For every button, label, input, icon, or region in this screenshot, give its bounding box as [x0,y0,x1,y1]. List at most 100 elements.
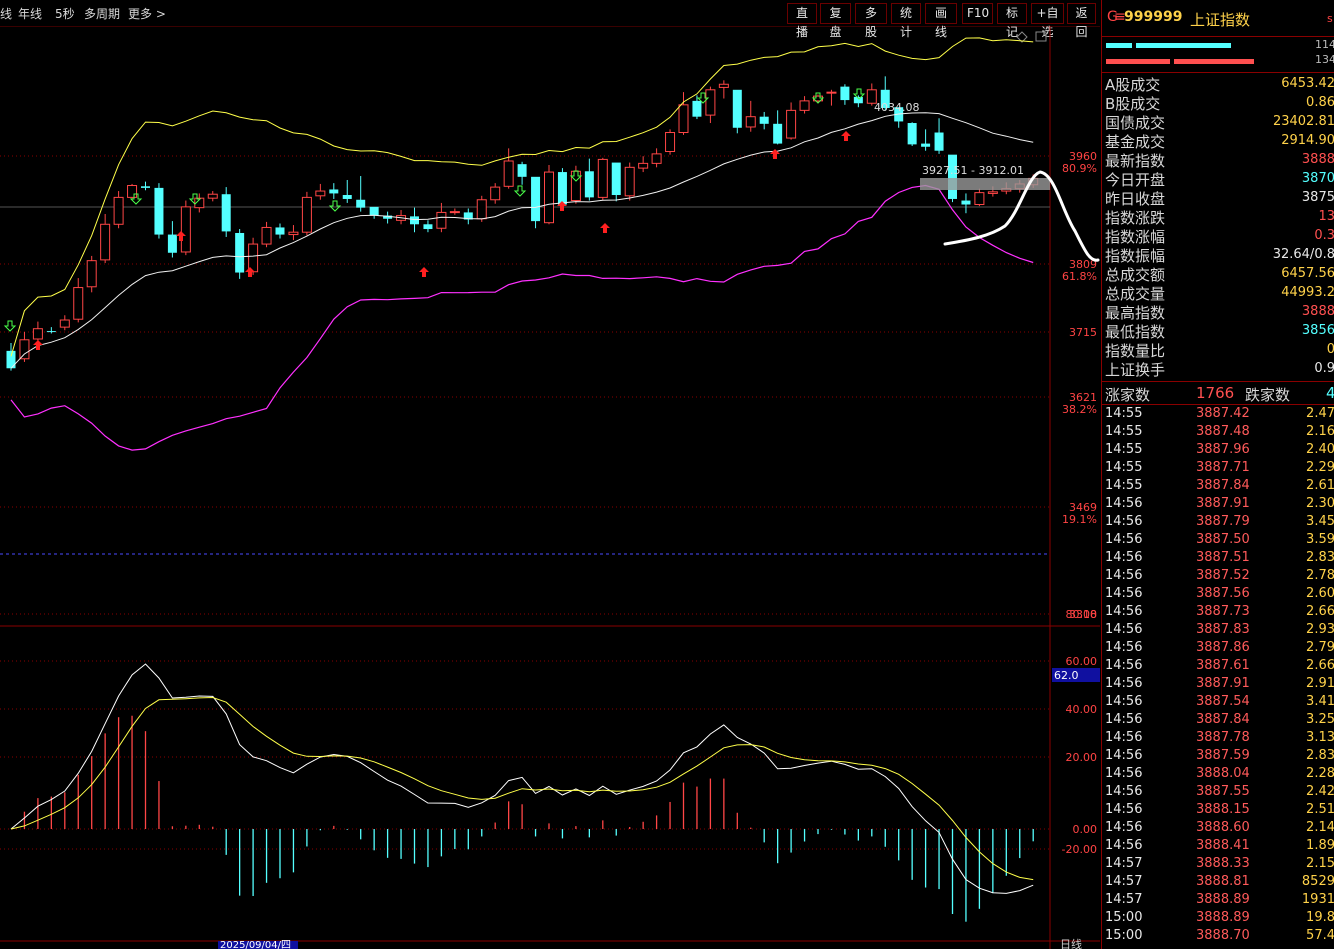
toolbar-button-2[interactable]: 多股 [855,3,887,39]
tick-row: 14:56 3887.79 3.45 [1102,514,1334,532]
period-tab-0[interactable]: 线 [0,7,13,21]
tick-row: 14:56 3888.04 2.28 [1102,766,1334,784]
up-arrow-icon [419,267,429,277]
candle-up [866,89,877,104]
toolbar-button-6[interactable]: 标记 [997,3,1027,39]
candle-up [665,132,676,153]
candle-up [288,231,299,236]
toolbar-button-7[interactable]: +自选 [1031,3,1064,39]
tick-row: 14:55 3887.96 2.40 [1102,442,1334,460]
stat-label: 基金成交 [1105,133,1166,151]
candle-up [180,206,191,253]
tick-row: 14:56 3887.78 3.13 [1102,730,1334,748]
stat-value: 0.9 [1314,361,1334,376]
candle-up [974,192,985,206]
stat-row: 指数涨跌 13 [1102,207,1334,227]
toolbar-button-0[interactable]: 直播 [787,3,817,39]
stat-label: 今日开盘 [1105,171,1166,189]
period-label: 日线 [1060,937,1082,949]
toolbar-button-8[interactable]: 返回 [1067,3,1096,39]
toolbar-button-4[interactable]: 画线 [925,3,957,39]
tick-time: 14:56 [1105,604,1143,619]
tick-price: 3887.96 [1196,442,1250,457]
period-tab-4[interactable]: 更多 > [128,7,166,21]
tick-price: 3887.61 [1196,658,1250,673]
stat-label: 最低指数 [1105,323,1166,341]
tick-price: 3888.33 [1196,856,1250,871]
pct-label: 80.9% [1062,162,1097,175]
tick-volume: 3.59 [1306,532,1334,547]
tick-price: 3887.51 [1196,550,1250,565]
tick-time: 14:56 [1105,586,1143,601]
candle-down [410,216,419,225]
stat-value: 3888 [1301,304,1334,319]
tick-time: 14:56 [1105,622,1143,637]
candle-down [611,162,621,196]
stat-label: A股成交 [1105,76,1161,94]
tick-price: 3888.04 [1196,766,1250,781]
stock-name: 上证指数 [1190,11,1251,29]
down-arrow-icon [129,193,143,205]
down-arrow-icon [513,185,527,197]
quote-panel: G ≡ 999999 上证指数 s 114 134 A股成交 6453.42 B股成… [1101,0,1334,949]
toolbar-button-5[interactable]: F10 [962,3,993,24]
stat-label: B股成交 [1105,95,1161,113]
tick-time: 14:57 [1105,874,1143,889]
stat-value: 3875 [1301,190,1334,205]
tick-price: 3887.84 [1196,478,1250,493]
candle-up [476,199,487,220]
tick-volume: 2.78 [1306,568,1334,583]
candle-up [544,171,554,224]
tick-volume: 2.83 [1306,550,1334,565]
mid-band [10,112,1034,369]
up-arrow-icon [557,201,567,211]
period-tab-2[interactable]: 5秒 [55,7,75,21]
tick-time: 15:00 [1105,910,1143,925]
candle-up [301,196,312,233]
group-icon[interactable]: G [1107,9,1118,25]
stat-row: 最低指数 3856 [1102,321,1334,341]
candle-down [692,100,702,117]
stat-row: 最新指数 3888 [1102,150,1334,170]
tick-time: 14:56 [1105,766,1143,781]
period-tab-1[interactable]: 年线 [18,7,43,21]
candle-up [638,162,649,169]
tick-row: 14:56 3887.50 3.59 [1102,532,1334,550]
top-toolbar: 线年线 5秒 多周期 更多 > 直播 复盘 多股 统计 画线 F10 标记 +自选 返回 [0,0,1100,39]
candle-up [624,166,635,197]
stat-row: 指数量比 0 [1102,340,1334,360]
menu-icon[interactable]: ≡ [1114,9,1126,25]
candle-down [46,331,56,333]
stat-label: 指数量比 [1105,342,1166,360]
candle-down [557,172,567,205]
stat-row: 今日开盘 3870 [1102,169,1334,189]
sub-label: 20.00 [1066,751,1098,764]
sub-label: 40.00 [1066,703,1098,716]
period-tab-3[interactable]: 多周期 [84,7,121,21]
toolbar-button-3[interactable]: 统计 [891,3,921,39]
up-arrow-icon [245,267,255,277]
pct-label: 61.8% [1062,270,1097,283]
candle-up [100,223,111,261]
tick-price: 3888.70 [1196,928,1250,943]
lower-band [10,184,1034,451]
drawn-stroke [943,170,1100,262]
up-arrow-icon [600,223,610,233]
tick-volume: 2.40 [1306,442,1334,457]
tick-row: 14:56 3887.52 2.78 [1102,568,1334,586]
toolbar-button-1[interactable]: 复盘 [820,3,851,39]
diamond-icon [1016,31,1028,43]
candle-down [517,164,527,177]
tick-volume: 2.14 [1306,820,1334,835]
price-label: 3809 [1069,258,1097,271]
stat-value: 0.3 [1314,228,1334,243]
tick-price: 3888.41 [1196,838,1250,853]
candle-down [921,143,931,147]
candle-up [207,193,218,199]
candle-down [154,187,164,235]
tick-time: 14:56 [1105,514,1143,529]
candle-down [531,176,541,222]
tick-time: 14:56 [1105,820,1143,835]
stat-row: B股成交 0.86 [1102,93,1334,113]
